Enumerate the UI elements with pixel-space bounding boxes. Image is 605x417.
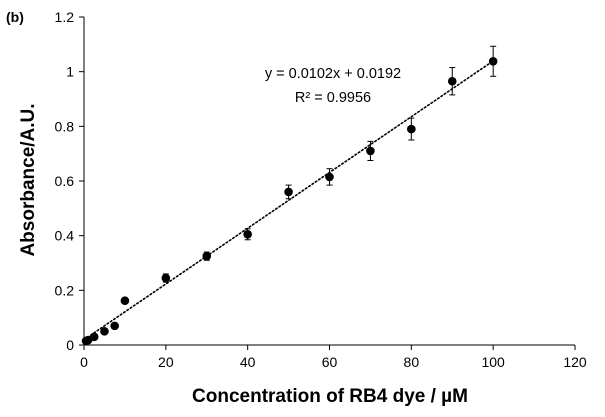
x-tick-label: 100 — [481, 354, 505, 370]
panel-label: (b) — [6, 9, 24, 25]
trendline — [83, 60, 494, 341]
y-tick-label: 1.2 — [55, 9, 75, 25]
regression-equation: y = 0.0102x + 0.0192 — [265, 66, 401, 82]
data-point — [161, 273, 171, 283]
r-squared-label: R² = 0.9956 — [295, 90, 371, 106]
x-axis-ticks: 0 20 40 60 80 100 120 — [80, 345, 587, 370]
data-point — [284, 187, 293, 197]
trendline-group — [83, 60, 494, 341]
data-point — [110, 321, 119, 331]
data-point — [407, 124, 416, 134]
x-tick-label: 0 — [80, 354, 88, 370]
y-tick-label: 0.6 — [55, 173, 75, 189]
y-tick-label: 1 — [66, 64, 74, 80]
y-tick-label: 0.8 — [55, 118, 75, 134]
data-points — [81, 56, 498, 346]
data-point — [325, 172, 334, 182]
data-point — [447, 76, 457, 86]
data-point — [89, 332, 99, 342]
x-tick-label: 20 — [158, 354, 174, 370]
data-point — [243, 230, 252, 239]
x-axis-title: Concentration of RB4 dye / µM — [192, 386, 468, 407]
y-axis-ticks: 0 0.2 0.4 0.6 0.8 1 1.2 — [55, 9, 84, 353]
x-tick-label: 80 — [404, 354, 420, 370]
x-tick-label: 120 — [563, 354, 587, 370]
y-tick-label: 0.2 — [55, 282, 75, 298]
data-point — [488, 56, 498, 66]
y-tick-label: 0 — [66, 337, 74, 353]
data-point — [366, 146, 375, 156]
x-tick-label: 40 — [240, 354, 256, 370]
y-tick-label: 0.4 — [55, 228, 75, 244]
data-point — [202, 251, 212, 261]
x-tick-label: 60 — [322, 354, 338, 370]
data-point — [100, 327, 109, 336]
y-axis-title: Absorbance/A.U. — [18, 103, 39, 256]
data-point — [120, 296, 130, 306]
